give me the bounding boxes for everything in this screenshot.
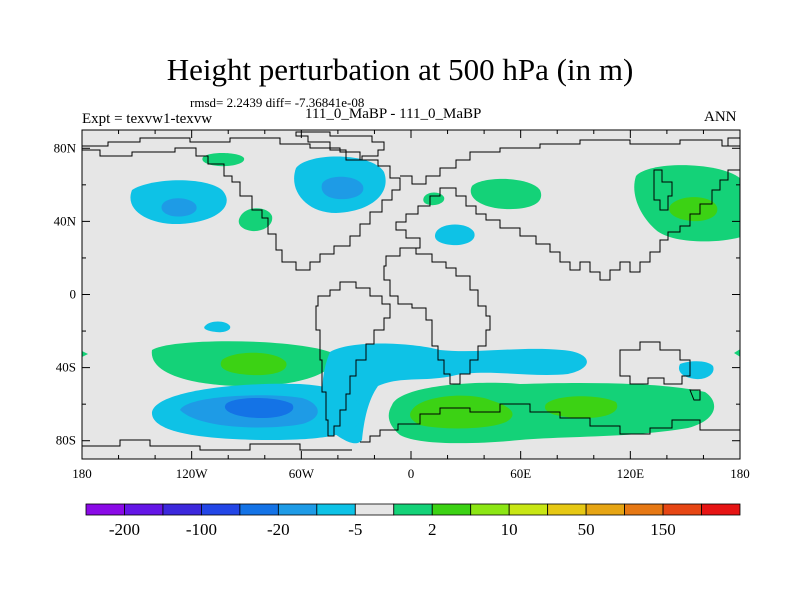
colorbar-swatch	[316, 503, 356, 516]
map-field	[82, 130, 740, 459]
north-atlantic-low	[294, 156, 386, 213]
x-tick-label: 180	[730, 466, 750, 481]
colorbar-swatch	[201, 503, 241, 516]
coastlines	[82, 130, 740, 451]
tropical-pacific-small-low	[204, 321, 231, 333]
colorbar-label: -20	[267, 520, 290, 539]
x-tick-label: 0	[408, 466, 415, 481]
colorbar-swatch	[624, 503, 664, 516]
y-tick-label: 80N	[54, 140, 77, 155]
axis-ticks	[81, 130, 741, 459]
southern-indian-high	[388, 382, 715, 444]
colorbar-label: 150	[650, 520, 676, 539]
colorbar-swatch	[124, 503, 164, 516]
colorbar: -200 -100 -20 -5 2 10 50 150	[85, 503, 741, 539]
y-tick-label: 40N	[54, 213, 77, 228]
case-subtitle: 111_0_MaBP - 111_0_MaBP	[305, 106, 482, 122]
colorbar-swatch	[547, 503, 587, 516]
dateline-west-high-edge	[82, 351, 88, 357]
tick-labels: 180 120W 60W 0 60E 120E 180 80N 40N 0 40S 80S	[54, 140, 750, 481]
x-tick-label: 60E	[510, 466, 531, 481]
southern-ocean-low	[151, 383, 363, 440]
colorbar-swatch	[277, 503, 318, 516]
colorbar-swatch	[701, 503, 741, 516]
colorbar-swatch	[470, 503, 510, 516]
colorbar-swatch	[393, 503, 433, 516]
chart-title: Height perturbation at 500 hPa (in m)	[166, 52, 634, 87]
colorbar-swatch	[431, 503, 472, 516]
colorbar-swatch	[508, 503, 549, 516]
colorbar-label: -200	[109, 520, 140, 539]
south-atlantic-low	[322, 343, 587, 444]
season-label: ANN	[704, 109, 737, 125]
rmsd-diff-stats: rmsd= 2.2439 diff= -7.36841e-08	[190, 95, 365, 110]
y-tick-label: 40S	[56, 360, 76, 375]
colorbar-label: -5	[348, 520, 362, 539]
south-pacific-high	[151, 341, 334, 387]
colorbar-swatch	[85, 503, 125, 516]
y-tick-label: 80S	[56, 433, 76, 448]
experiment-label: Expt = texvw1-texvw	[82, 111, 213, 127]
north-pacific-low	[130, 180, 227, 225]
y-tick-label: 0	[70, 287, 77, 302]
colorbar-swatch	[354, 503, 395, 516]
colorbar-swatch	[662, 503, 702, 516]
dateline-east-high-edge	[734, 349, 740, 357]
mediterranean-low	[434, 224, 475, 246]
west-pacific-small-high	[238, 208, 273, 232]
south-pacific-small-low	[678, 361, 714, 380]
x-tick-label: 180	[72, 466, 92, 481]
colorbar-label: 50	[578, 520, 595, 539]
colorbar-label: -100	[186, 520, 217, 539]
colorbar-swatch	[239, 503, 279, 516]
colorbar-label: 10	[501, 520, 518, 539]
x-tick-label: 60W	[289, 466, 315, 481]
north-pacific-high	[634, 165, 740, 242]
colorbar-swatch	[162, 503, 202, 516]
x-tick-label: 120E	[617, 466, 645, 481]
colorbar-swatch	[585, 503, 625, 516]
north-pacific-small-high	[202, 152, 245, 167]
x-tick-label: 120W	[176, 466, 209, 481]
colorbar-label: 2	[428, 520, 437, 539]
eurasia-high	[470, 178, 542, 210]
